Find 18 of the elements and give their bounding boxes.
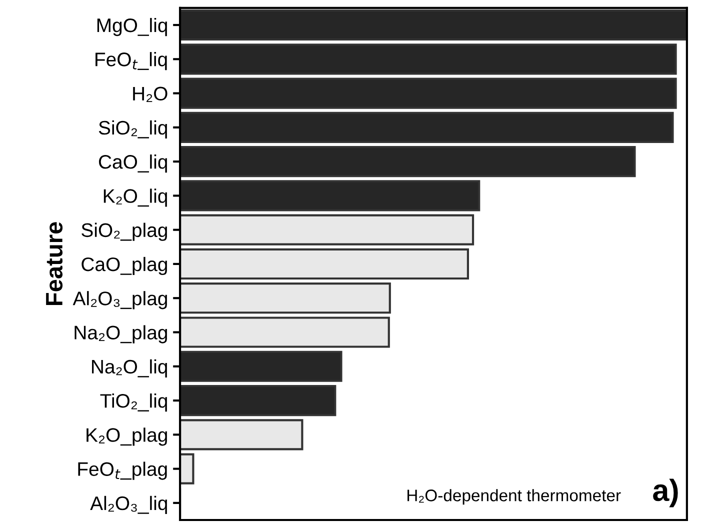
y-tick-label: FeO$_{t}$_plag xyxy=(78,462,167,480)
y-tick-label: FeO$_{t}$_liq xyxy=(96,52,167,70)
y-tick-label: K₂O_liq xyxy=(104,188,167,207)
y-tick-label: SiO₂_plag xyxy=(82,222,167,241)
y-tick-label: MgO_liq xyxy=(97,18,167,36)
y-tick-label: TiO₂_liq xyxy=(100,393,167,412)
y-tick-label: Na₂O_plag xyxy=(74,325,167,344)
annotation: H₂O-dependent thermometer xyxy=(408,489,621,505)
y-tick-label: Al₂O₃_plag xyxy=(72,291,167,310)
y-axis-title: Feature xyxy=(46,222,63,306)
y-tick-label: H₂O xyxy=(133,86,168,102)
y-tick-label: CaO_plag xyxy=(82,256,167,276)
y-tick-label: Al₂O₃_liq xyxy=(90,496,167,514)
y-tick-label: CaO_liq xyxy=(98,154,167,173)
annotation: a) xyxy=(653,478,678,508)
y-tick-label: K₂O_plag xyxy=(86,428,167,446)
y-tick-label: Na₂O_liq xyxy=(92,359,167,378)
y-tick-label: SiO₂_liq xyxy=(98,120,167,138)
